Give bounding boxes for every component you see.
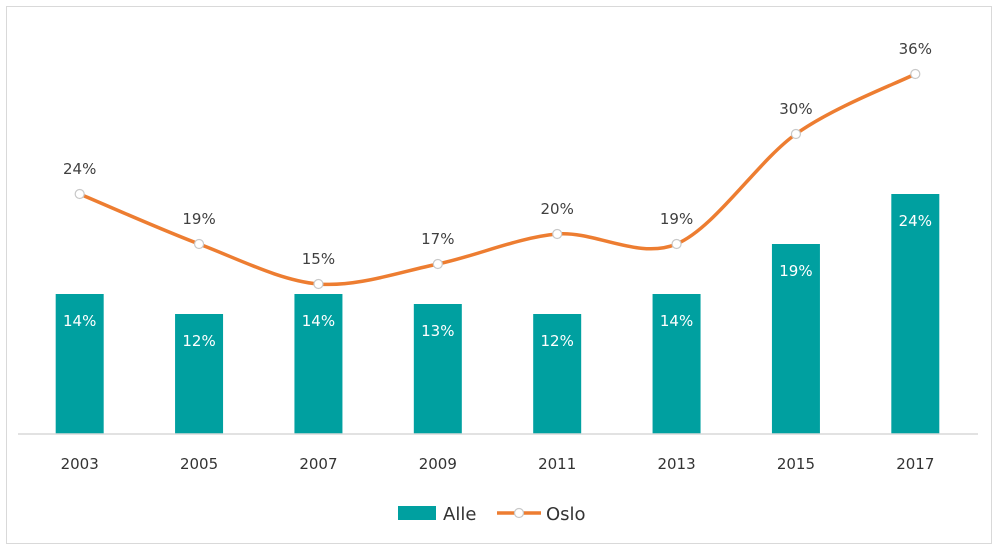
x-tick-2007: 2007 <box>299 455 337 473</box>
legend-label-oslo: Oslo <box>546 504 586 525</box>
bar-2007 <box>294 294 343 434</box>
line-point-2011 <box>552 228 563 240</box>
x-tick-2017: 2017 <box>896 455 934 473</box>
bar-label-2007: 14% <box>302 312 335 330</box>
legend-marker-oslo <box>513 507 525 519</box>
legend: Alle Oslo <box>398 504 586 525</box>
line-label-2005: 19% <box>182 210 215 228</box>
x-tick-2013: 2013 <box>657 455 695 473</box>
bar-2015 <box>771 244 820 434</box>
bar-label-2013: 14% <box>660 312 693 330</box>
line-point-2003 <box>74 188 85 200</box>
line-point-2007 <box>313 278 324 290</box>
bar-label-2011: 12% <box>541 332 574 350</box>
x-tick-labels: 2003 2005 2007 2009 2011 2013 2015 2017 <box>61 455 935 473</box>
x-tick-2015: 2015 <box>777 455 815 473</box>
bar-2017 <box>891 194 940 434</box>
bar-series-alle: 14% 12% 14% 13% 12% 14% 19% 24% <box>55 194 940 434</box>
line-label-2007: 15% <box>302 250 335 268</box>
bar-2009 <box>413 304 462 434</box>
line-label-2009: 17% <box>421 230 454 248</box>
bar-label-2005: 12% <box>182 332 215 350</box>
x-tick-2005: 2005 <box>180 455 218 473</box>
line-point-2005 <box>193 238 205 250</box>
line-label-2017: 36% <box>899 40 932 58</box>
line-point-2015 <box>790 128 802 140</box>
bar-label-2017: 24% <box>899 212 932 230</box>
legend-swatch-alle <box>398 506 436 520</box>
line-label-2011: 20% <box>541 200 574 218</box>
chart-frame <box>6 6 992 544</box>
line-label-2015: 30% <box>779 100 812 118</box>
bar-2003 <box>55 294 104 434</box>
legend-label-alle: Alle <box>443 504 476 525</box>
line-path-oslo <box>77 72 918 287</box>
line-label-2013: 19% <box>660 210 693 228</box>
bar-label-2009: 13% <box>421 322 454 340</box>
line-point-2013 <box>671 238 682 250</box>
x-tick-2009: 2009 <box>419 455 457 473</box>
bar-2013 <box>652 294 701 434</box>
bar-label-2015: 19% <box>779 262 812 280</box>
bar-2011 <box>533 314 582 434</box>
line-label-2003: 24% <box>63 160 96 178</box>
line-point-2017 <box>910 68 921 80</box>
x-tick-2011: 2011 <box>538 455 576 473</box>
bar-label-2003: 14% <box>63 312 96 330</box>
bar-2005 <box>175 314 224 434</box>
line-series-oslo: 24% 19% 15% 17% 20% 19% 30% 36% <box>63 40 932 290</box>
x-tick-2003: 2003 <box>61 455 99 473</box>
line-point-2009 <box>432 258 443 270</box>
